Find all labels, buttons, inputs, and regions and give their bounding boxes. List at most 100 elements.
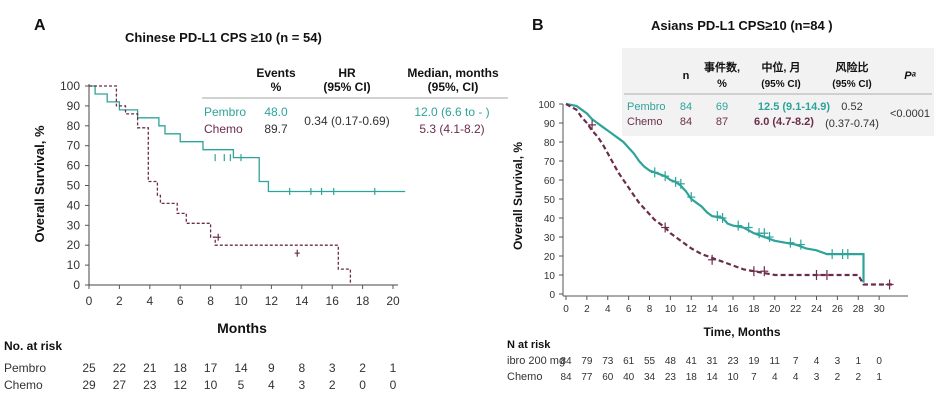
table-b-pembro-median: 12.5 (9.1-14.9)	[758, 101, 830, 113]
x-tick-label: 16	[727, 304, 739, 315]
risk-value: 4	[814, 356, 820, 367]
panel-b-label: B	[532, 17, 544, 34]
risk-value: 8	[298, 361, 305, 375]
table-b-header-hr-2: (95% CI)	[832, 79, 871, 90]
risk-value: 23	[665, 372, 677, 383]
risk-value: 2	[855, 372, 861, 383]
series-line-chemo	[565, 103, 895, 286]
table-a-pembro-arm: Pembro	[204, 105, 246, 119]
x-tick-label: 0	[86, 294, 93, 308]
panel-a-x-ticks: 0 2 4 6 8 10 12 14 16 18 20	[86, 285, 400, 308]
y-tick-label: 60	[67, 159, 81, 173]
risk-value: 23	[727, 356, 739, 367]
risk-value: 17	[204, 361, 218, 375]
x-tick-label: 12	[265, 294, 279, 308]
panel-b-y-ticks: 0 10 20 30 40 50 60 70 80 90 100	[538, 100, 563, 301]
y-tick-label: 50	[67, 179, 81, 193]
risk-value: 40	[623, 372, 635, 383]
x-tick-label: 10	[665, 304, 677, 315]
panel-b-table-background	[622, 48, 934, 136]
x-tick-label: 28	[853, 304, 865, 315]
risk-value: 19	[748, 356, 760, 367]
risk-value: 7	[751, 372, 757, 383]
panel-b-y-label: Overall Survival, %	[511, 142, 525, 250]
y-tick-label: 100	[60, 79, 80, 93]
risk-value: 0	[359, 378, 366, 392]
x-tick-label: 0	[563, 304, 569, 315]
table-b-hr-value: 0.52	[841, 101, 862, 113]
table-b-chemo-n: 84	[680, 116, 692, 128]
y-tick-label: 0	[549, 290, 555, 301]
y-tick-label: 70	[544, 157, 556, 168]
risk-value: 84	[560, 356, 572, 367]
panel-b-risk-label-chemo: Chemo	[507, 371, 542, 383]
risk-value: 12	[174, 378, 188, 392]
panel-a-label: A	[34, 17, 46, 34]
y-tick-label: 0	[73, 278, 80, 292]
table-b-chemo-events: 87	[716, 116, 728, 128]
y-tick-label: 10	[544, 271, 556, 282]
y-tick-label: 40	[67, 198, 81, 212]
table-a-header-hr-2: (95% CI)	[323, 80, 370, 94]
risk-value: 60	[602, 372, 614, 383]
table-b-pembro-n: 84	[680, 101, 692, 113]
risk-value: 22	[113, 361, 127, 375]
table-b-pembro-arm: Pembro	[627, 101, 666, 113]
panel-b-curves	[565, 102, 895, 290]
panel-b-risk-label-pembro: ibro 200 mg	[507, 355, 565, 367]
panel-a: A Chinese PD-L1 CPS ≥10 (n = 54) 0102030…	[4, 17, 508, 392]
risk-value: 41	[686, 356, 698, 367]
risk-value: 14	[707, 372, 719, 383]
panel-a-summary-table: Events % HR (95% CI) Median, months (95%…	[202, 66, 508, 136]
panel-a-y-label: Overall Survival, %	[32, 125, 47, 243]
risk-value: 2	[359, 361, 366, 375]
table-a-header-median-1: Median, months	[407, 66, 499, 80]
risk-value: 31	[707, 356, 719, 367]
panel-b-risk-title: N at risk	[507, 339, 551, 351]
table-a-header-median-2: (95%, CI)	[428, 80, 479, 94]
y-tick-label: 30	[67, 218, 81, 232]
table-a-header-hr-1: HR	[338, 66, 356, 80]
risk-value: 3	[835, 356, 841, 367]
y-tick-label: 80	[544, 138, 556, 149]
x-tick-label: 2	[116, 294, 123, 308]
risk-value: 29	[82, 378, 96, 392]
series-line-pembro	[89, 85, 406, 193]
x-tick-label: 16	[326, 294, 340, 308]
x-tick-label: 18	[356, 294, 370, 308]
x-tick-label: 18	[748, 304, 760, 315]
table-a-pembro-events: 48.0	[264, 105, 288, 119]
panel-a-title: Chinese PD-L1 CPS ≥10 (n = 54)	[125, 30, 322, 45]
y-tick-label: 20	[544, 252, 556, 263]
risk-value: 11	[770, 356, 781, 367]
table-b-header-median-1: 中位, 月	[761, 60, 800, 74]
risk-value: 5	[238, 378, 245, 392]
panel-b-risk-values: 84 79 73 61 55 48 41 31 23 19 11 7 4 3 1 084 77 60 40 34 23 1…	[560, 356, 882, 383]
panel-b-x-label: Time, Months	[703, 325, 780, 339]
y-tick-label: 80	[67, 119, 81, 133]
y-tick-label: 100	[538, 100, 555, 111]
panel-a-risk-values: 25 22 21 18 17 14 9 8 3 2 129 27 23 12 10 5 4 3 2 0 0	[82, 361, 396, 392]
risk-value: 18	[174, 361, 188, 375]
risk-value: 10	[727, 372, 739, 383]
risk-value: 77	[581, 372, 593, 383]
risk-value: 4	[772, 372, 778, 383]
risk-value: 4	[793, 372, 799, 383]
x-tick-label: 10	[234, 294, 248, 308]
table-a-chemo-arm: Chemo	[204, 122, 243, 136]
y-tick-label: 10	[67, 258, 81, 272]
risk-value: 3	[298, 378, 305, 392]
table-b-header-n: n	[683, 70, 690, 82]
table-a-chemo-median: 5.3 (4.1-8.2)	[419, 122, 484, 136]
y-tick-label: 50	[544, 195, 556, 206]
x-tick-label: 26	[832, 304, 844, 315]
risk-value: 84	[560, 372, 572, 383]
panel-a-curves	[89, 85, 406, 285]
risk-value: 25	[82, 361, 96, 375]
panel-b-x-ticks: 0 2 4 6 8 10 12 14 16 18 20 22 24 26 28 30	[563, 296, 885, 315]
risk-value: 1	[876, 372, 882, 383]
y-tick-label: 20	[67, 238, 81, 252]
table-b-chemo-median: 6.0 (4.7-8.2)	[754, 116, 814, 128]
x-tick-label: 22	[790, 304, 802, 315]
